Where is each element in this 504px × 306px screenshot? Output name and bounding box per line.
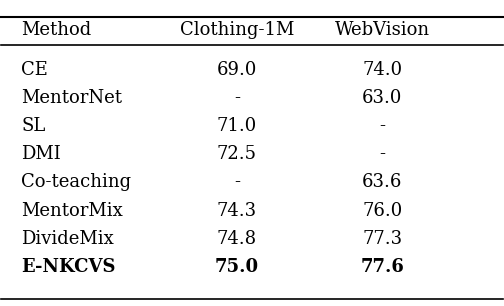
- Text: Clothing-1M: Clothing-1M: [180, 21, 294, 39]
- Text: -: -: [380, 117, 386, 135]
- Text: -: -: [234, 89, 240, 107]
- Text: CE: CE: [22, 61, 48, 79]
- Text: Method: Method: [22, 21, 92, 39]
- Text: 74.3: 74.3: [217, 202, 257, 220]
- Text: 72.5: 72.5: [217, 145, 257, 163]
- Text: Co-teaching: Co-teaching: [22, 174, 132, 192]
- Text: 75.0: 75.0: [215, 258, 259, 276]
- Text: 74.0: 74.0: [362, 61, 402, 79]
- Text: DivideMix: DivideMix: [22, 230, 114, 248]
- Text: SL: SL: [22, 117, 46, 135]
- Text: 74.8: 74.8: [217, 230, 257, 248]
- Text: 76.0: 76.0: [362, 202, 402, 220]
- Text: -: -: [380, 145, 386, 163]
- Text: DMI: DMI: [22, 145, 61, 163]
- Text: 71.0: 71.0: [217, 117, 257, 135]
- Text: MentorMix: MentorMix: [22, 202, 123, 220]
- Text: MentorNet: MentorNet: [22, 89, 122, 107]
- Text: 77.6: 77.6: [360, 258, 404, 276]
- Text: 77.3: 77.3: [362, 230, 402, 248]
- Text: 63.6: 63.6: [362, 174, 403, 192]
- Text: -: -: [234, 174, 240, 192]
- Text: 63.0: 63.0: [362, 89, 403, 107]
- Text: E-NKCVS: E-NKCVS: [22, 258, 116, 276]
- Text: WebVision: WebVision: [335, 21, 430, 39]
- Text: 69.0: 69.0: [217, 61, 257, 79]
